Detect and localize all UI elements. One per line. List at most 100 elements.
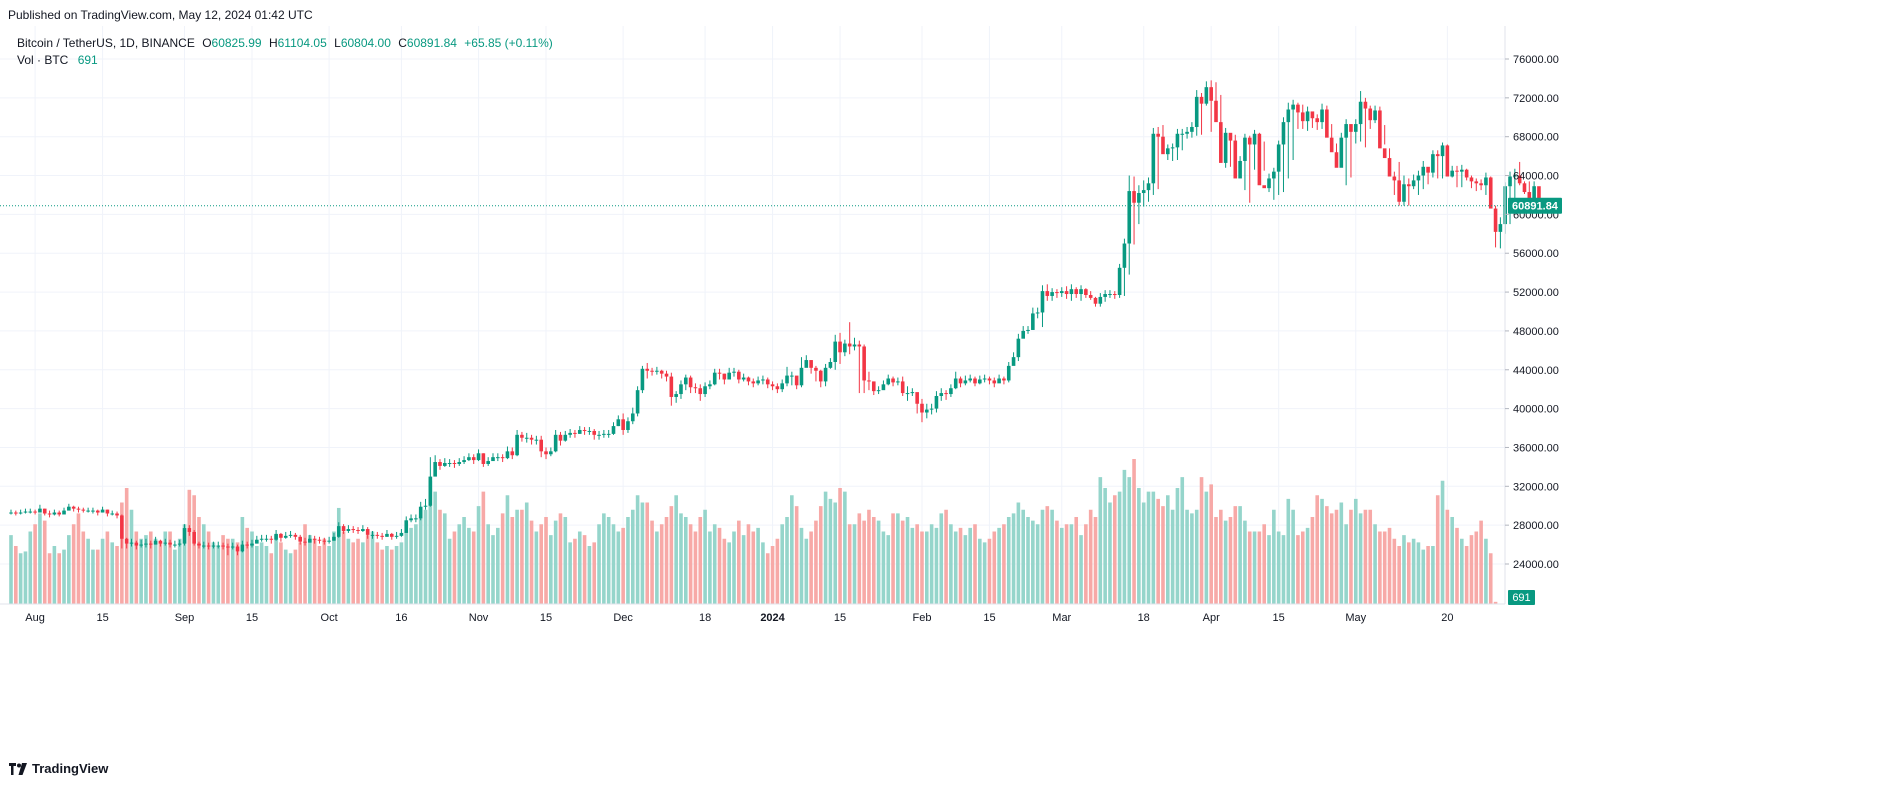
volume-bar — [732, 531, 736, 604]
candles[interactable] — [9, 80, 1551, 556]
candle-body — [255, 539, 259, 544]
volume-bar — [1199, 477, 1204, 604]
volume-bar — [659, 524, 664, 604]
candle-body — [650, 370, 654, 372]
volume-bar — [206, 531, 211, 604]
price-tick-label: 36000.00 — [1513, 442, 1559, 454]
volume-bar — [1421, 549, 1426, 604]
volume-bar — [1368, 509, 1373, 604]
candle-body — [67, 506, 71, 511]
chart-frame[interactable]: 24000.00 28000.00 32000.00 36000.00 40000.00… — [0, 26, 1883, 756]
volume-bar — [356, 538, 360, 604]
time-tick-label: 15 — [1273, 612, 1285, 624]
candle-body — [963, 380, 968, 384]
volume-bar — [539, 524, 543, 604]
volume-bar — [332, 531, 336, 604]
volume-bar — [891, 513, 895, 604]
volume-bar — [1484, 538, 1488, 604]
volume-bar — [958, 527, 963, 604]
volume-bar — [1117, 491, 1122, 604]
volume-bar — [346, 538, 351, 604]
candle-body — [549, 451, 553, 455]
candle-body — [1474, 181, 1479, 184]
time-tick-label: 15 — [246, 612, 258, 624]
candle-body — [828, 362, 833, 368]
volume-bar — [1474, 531, 1479, 604]
published-caption: Published on TradingView.com, May 12, 20… — [8, 8, 313, 22]
candle-body — [1286, 109, 1291, 123]
volume-bar — [1069, 524, 1074, 604]
candle-body — [626, 421, 630, 430]
candle-body — [524, 437, 529, 439]
price-tick-label: 24000.00 — [1513, 559, 1559, 571]
volume-bar — [1334, 509, 1339, 604]
volume-bar — [1488, 553, 1493, 604]
candle-body — [394, 535, 399, 537]
axes[interactable]: 24000.00 28000.00 32000.00 36000.00 40000.00… — [0, 26, 1562, 624]
volume-bar — [394, 546, 399, 604]
volume-bar — [934, 527, 939, 604]
candle-body — [134, 542, 139, 546]
candle-body — [1431, 154, 1435, 173]
volume-bar — [1021, 509, 1025, 604]
last-price-badge — [1508, 197, 1562, 214]
volume-bar — [230, 538, 235, 604]
candle-body — [655, 370, 659, 372]
candle-body — [1513, 175, 1517, 177]
candle-body — [558, 434, 563, 441]
volume-bar — [1493, 601, 1498, 604]
candle-body — [563, 434, 568, 441]
candle-body — [182, 528, 187, 544]
volume-legend-row: Vol · BTC 691 — [17, 52, 553, 69]
price-tick-label: 76000.00 — [1513, 54, 1559, 66]
candle-body — [881, 384, 886, 391]
candle-body — [621, 419, 625, 430]
candle-body — [187, 528, 192, 532]
candle-body — [785, 375, 789, 384]
candle-body — [57, 512, 61, 515]
candle-body — [741, 377, 746, 380]
candle-body — [1190, 126, 1194, 132]
candle-body — [597, 434, 601, 436]
candle-body — [1378, 110, 1382, 149]
volume-bar — [168, 531, 172, 604]
chart-legend[interactable]: Bitcoin / TetherUS, 1D, BINANCE O60825.9… — [17, 35, 553, 69]
time-tick-label: 15 — [983, 612, 995, 624]
candle-body — [794, 375, 799, 386]
volume-bar — [312, 538, 317, 604]
tradingview-footer[interactable]: TradingView — [9, 761, 108, 776]
volume-bar — [433, 491, 437, 604]
volume-bar — [105, 531, 110, 604]
candle-body — [1411, 180, 1416, 187]
volume-bar — [1040, 509, 1045, 604]
candle-body — [1479, 183, 1483, 186]
volume-bar — [1349, 509, 1353, 604]
volume-bar — [949, 524, 953, 604]
candle-body — [674, 394, 678, 397]
volume-bar — [520, 509, 524, 604]
candle-body — [1537, 186, 1541, 207]
candle-body — [1185, 131, 1189, 134]
volume-bar — [1382, 531, 1387, 604]
price-chart[interactable]: 24000.00 28000.00 32000.00 36000.00 40000.00… — [0, 26, 1883, 756]
volume-bar — [1180, 477, 1185, 604]
candle-body — [163, 542, 168, 544]
candle-body — [110, 513, 115, 515]
volume-bar — [9, 535, 13, 604]
volume-bar — [838, 488, 842, 604]
candle-body — [1488, 177, 1493, 209]
candle-body — [1247, 137, 1252, 145]
volume-bar — [510, 517, 515, 604]
candle-body — [414, 518, 418, 520]
volume-bar — [42, 520, 47, 604]
candle-body — [982, 378, 987, 380]
candle-body — [428, 476, 433, 506]
volume-bar — [1407, 542, 1411, 604]
volume-bar — [1219, 509, 1223, 604]
candle-body — [1103, 294, 1107, 297]
candle-body — [1002, 378, 1006, 381]
candle-body — [645, 368, 650, 371]
volume-bar — [1281, 535, 1286, 604]
candle-body — [370, 534, 375, 536]
volume-bar — [780, 524, 784, 604]
